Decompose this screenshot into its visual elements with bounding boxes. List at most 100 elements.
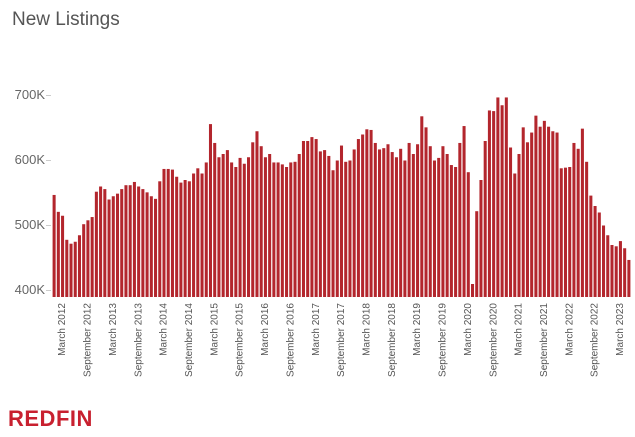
brand-logo: REDFIN: [8, 406, 93, 431]
bar: [580, 128, 584, 297]
bar: [90, 217, 94, 297]
bar: [597, 212, 601, 297]
bar: [52, 194, 56, 297]
bar: [310, 137, 314, 297]
y-tick-label: 700K: [15, 87, 46, 102]
bar: [572, 142, 576, 297]
bar: [259, 146, 263, 297]
x-tick-label: March 2020: [463, 303, 474, 356]
x-tick-label: March 2017: [311, 303, 322, 356]
bar: [132, 181, 136, 297]
bar: [82, 224, 86, 297]
bar: [208, 124, 213, 297]
bar: [513, 173, 517, 297]
bar: [606, 235, 610, 297]
bar: [77, 235, 81, 297]
bar: [500, 105, 504, 297]
bar: [234, 167, 238, 297]
bar: [192, 173, 196, 297]
x-tick-label: March 2019: [412, 303, 423, 356]
bar: [407, 142, 411, 297]
bar: [378, 149, 382, 297]
x-tick-label: September 2017: [336, 303, 347, 377]
bar: [213, 142, 217, 297]
bar: [424, 127, 428, 297]
bar: [115, 193, 120, 297]
bar: [276, 162, 280, 297]
bar: [107, 199, 111, 297]
bar: [141, 189, 145, 297]
x-tick-label: September 2021: [539, 303, 550, 377]
bar: [428, 146, 432, 297]
bar: [361, 134, 365, 297]
bar: [238, 157, 242, 297]
bar: [196, 168, 200, 297]
bar: [441, 146, 445, 297]
chart-title: New Listings: [12, 9, 120, 30]
bar: [103, 189, 107, 297]
bar: [521, 127, 525, 297]
bar: [432, 160, 436, 297]
bar: [454, 167, 458, 297]
bar: [534, 115, 538, 298]
x-tick-label: September 2013: [133, 303, 144, 377]
bar: [618, 241, 622, 297]
bar: [352, 149, 356, 297]
bar: [416, 144, 420, 297]
bar: [318, 151, 322, 297]
bar: [576, 148, 580, 297]
bar: [293, 161, 297, 297]
bar: [327, 155, 331, 297]
bar: [610, 245, 614, 297]
bar: [221, 154, 225, 297]
bar: [255, 131, 259, 297]
x-tick-label: March 2014: [159, 303, 170, 356]
y-tick-label: 400K: [15, 282, 46, 297]
x-tick-label: September 2016: [285, 303, 296, 377]
bar: [289, 162, 293, 297]
bar: [314, 139, 318, 297]
x-tick-label: March 2022: [564, 303, 575, 356]
bar: [179, 182, 183, 297]
x-tick-label: March 2021: [514, 303, 525, 356]
bar: [339, 145, 344, 297]
bar: [170, 169, 174, 297]
bar: [225, 150, 229, 297]
bar: [120, 189, 124, 297]
bar: [487, 110, 491, 297]
x-tick-label: March 2013: [108, 303, 119, 356]
bar: [247, 157, 251, 297]
x-tick-label: September 2014: [184, 303, 195, 377]
bar: [458, 142, 462, 297]
bar: [492, 111, 496, 297]
bar: [306, 141, 310, 297]
bar: [335, 160, 339, 297]
bar: [551, 131, 555, 297]
bar: [94, 191, 98, 297]
bar: [373, 142, 377, 297]
bar: [268, 154, 272, 297]
bar: [251, 142, 255, 297]
bar: [411, 154, 415, 297]
x-tick-label: September 2022: [590, 303, 601, 377]
bar: [99, 186, 103, 297]
bar: [585, 161, 589, 297]
x-tick-label: March 2012: [57, 303, 68, 356]
bar: [445, 154, 449, 297]
bar: [542, 120, 546, 297]
bar: [331, 170, 335, 297]
bar: [365, 129, 369, 297]
bar: [285, 167, 289, 297]
y-tick-label: 500K: [15, 217, 46, 232]
bar: [555, 132, 559, 297]
bar: [124, 185, 128, 297]
bar: [263, 157, 267, 297]
bar: [272, 162, 276, 297]
y-tick-label: 600K: [15, 152, 46, 167]
bar: [111, 196, 115, 297]
bar: [65, 239, 69, 297]
bar: [344, 161, 348, 297]
bar: [466, 172, 470, 297]
bar: [301, 141, 305, 297]
